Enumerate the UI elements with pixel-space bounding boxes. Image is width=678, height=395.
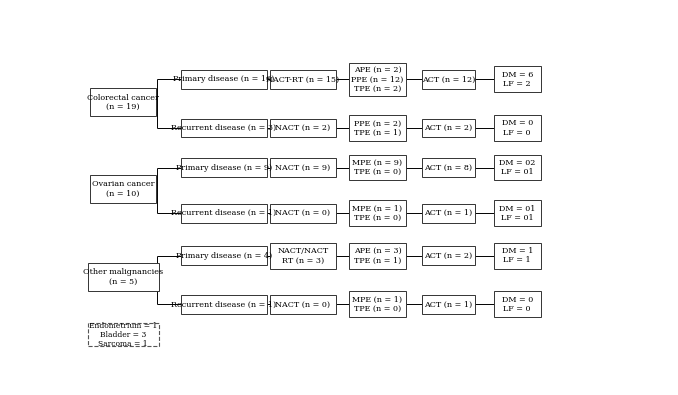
Text: ACT (n = 2): ACT (n = 2) [424, 252, 473, 260]
FancyBboxPatch shape [348, 243, 406, 269]
FancyBboxPatch shape [180, 158, 267, 177]
Text: MPE (n = 1)
TPE (n = 0): MPE (n = 1) TPE (n = 0) [353, 205, 403, 222]
FancyBboxPatch shape [180, 204, 267, 223]
Text: DM = 6
LF = 2: DM = 6 LF = 2 [502, 71, 533, 88]
FancyBboxPatch shape [180, 118, 267, 137]
FancyBboxPatch shape [90, 175, 156, 203]
FancyBboxPatch shape [494, 115, 541, 141]
Text: MPE (n = 1)
TPE (n = 0): MPE (n = 1) TPE (n = 0) [353, 296, 403, 313]
FancyBboxPatch shape [494, 200, 541, 226]
Text: MPE (n = 9)
TPE (n = 0): MPE (n = 9) TPE (n = 0) [353, 159, 403, 176]
Text: ACT (n = 8): ACT (n = 8) [424, 164, 473, 171]
Text: DM = 02
LF = 01: DM = 02 LF = 01 [499, 159, 536, 176]
FancyBboxPatch shape [87, 263, 159, 291]
FancyBboxPatch shape [270, 70, 336, 89]
FancyBboxPatch shape [348, 63, 406, 96]
FancyBboxPatch shape [90, 88, 156, 116]
FancyBboxPatch shape [270, 295, 336, 314]
FancyBboxPatch shape [422, 158, 475, 177]
Text: Other malignancies
(n = 5): Other malignancies (n = 5) [83, 269, 163, 286]
FancyBboxPatch shape [87, 324, 159, 346]
Text: NACT (n = 2): NACT (n = 2) [275, 124, 330, 132]
FancyBboxPatch shape [348, 292, 406, 317]
Text: Colorectal cancer
(n = 19): Colorectal cancer (n = 19) [87, 94, 159, 111]
Text: Primary disease (n = 16): Primary disease (n = 16) [174, 75, 275, 83]
Text: APE (n = 3)
TPE (n = 1): APE (n = 3) TPE (n = 1) [353, 247, 401, 264]
FancyBboxPatch shape [422, 70, 475, 89]
Text: ACT (n = 1): ACT (n = 1) [424, 301, 473, 308]
Text: APE (n = 2)
PPE (n = 12)
TPE (n = 2): APE (n = 2) PPE (n = 12) TPE (n = 2) [351, 66, 403, 92]
FancyBboxPatch shape [422, 204, 475, 223]
FancyBboxPatch shape [494, 154, 541, 181]
Text: ACT (n = 2): ACT (n = 2) [424, 124, 473, 132]
FancyBboxPatch shape [270, 243, 336, 269]
Text: Recurrent disease (n = 1): Recurrent disease (n = 1) [172, 301, 277, 308]
Text: Ovarian cancer
(n = 10): Ovarian cancer (n = 10) [92, 180, 155, 198]
FancyBboxPatch shape [422, 295, 475, 314]
FancyBboxPatch shape [180, 295, 267, 314]
FancyBboxPatch shape [180, 70, 267, 89]
Text: ACT (n = 12): ACT (n = 12) [422, 75, 475, 83]
Text: DM = 01
LF = 01: DM = 01 LF = 01 [499, 205, 536, 222]
Text: ACT (n = 1): ACT (n = 1) [424, 209, 473, 217]
Text: PPE (n = 2)
TPE (n = 1): PPE (n = 2) TPE (n = 1) [354, 119, 401, 137]
Text: DM = 0
LF = 0: DM = 0 LF = 0 [502, 119, 533, 137]
Text: Recurrent disease (n = 1): Recurrent disease (n = 1) [172, 209, 277, 217]
FancyBboxPatch shape [494, 66, 541, 92]
Text: Primary disease (n = 4): Primary disease (n = 4) [176, 252, 272, 260]
FancyBboxPatch shape [348, 154, 406, 181]
Text: NACT (n = 9): NACT (n = 9) [275, 164, 330, 171]
FancyBboxPatch shape [180, 246, 267, 265]
FancyBboxPatch shape [494, 243, 541, 269]
Text: DM = 0
LF = 0: DM = 0 LF = 0 [502, 296, 533, 313]
Text: DM = 1
LF = 1: DM = 1 LF = 1 [502, 247, 533, 264]
FancyBboxPatch shape [348, 200, 406, 226]
Text: Recurrent disease (n = 3): Recurrent disease (n = 3) [172, 124, 277, 132]
FancyBboxPatch shape [494, 292, 541, 317]
FancyBboxPatch shape [422, 246, 475, 265]
Text: NACT (n = 0): NACT (n = 0) [275, 209, 330, 217]
FancyBboxPatch shape [270, 204, 336, 223]
FancyBboxPatch shape [348, 115, 406, 141]
Text: Primary disease (n = 9): Primary disease (n = 9) [176, 164, 272, 171]
Text: NACT/NACT
RT (n = 3): NACT/NACT RT (n = 3) [277, 247, 328, 264]
FancyBboxPatch shape [422, 118, 475, 137]
Text: NACT-RT (n = 15): NACT-RT (n = 15) [266, 75, 340, 83]
FancyBboxPatch shape [270, 158, 336, 177]
Text: NACT (n = 0): NACT (n = 0) [275, 301, 330, 308]
Text: Endometrium = 1
Bladder = 3
Sarcoma = 1: Endometrium = 1 Bladder = 3 Sarcoma = 1 [89, 322, 157, 348]
FancyBboxPatch shape [270, 118, 336, 137]
